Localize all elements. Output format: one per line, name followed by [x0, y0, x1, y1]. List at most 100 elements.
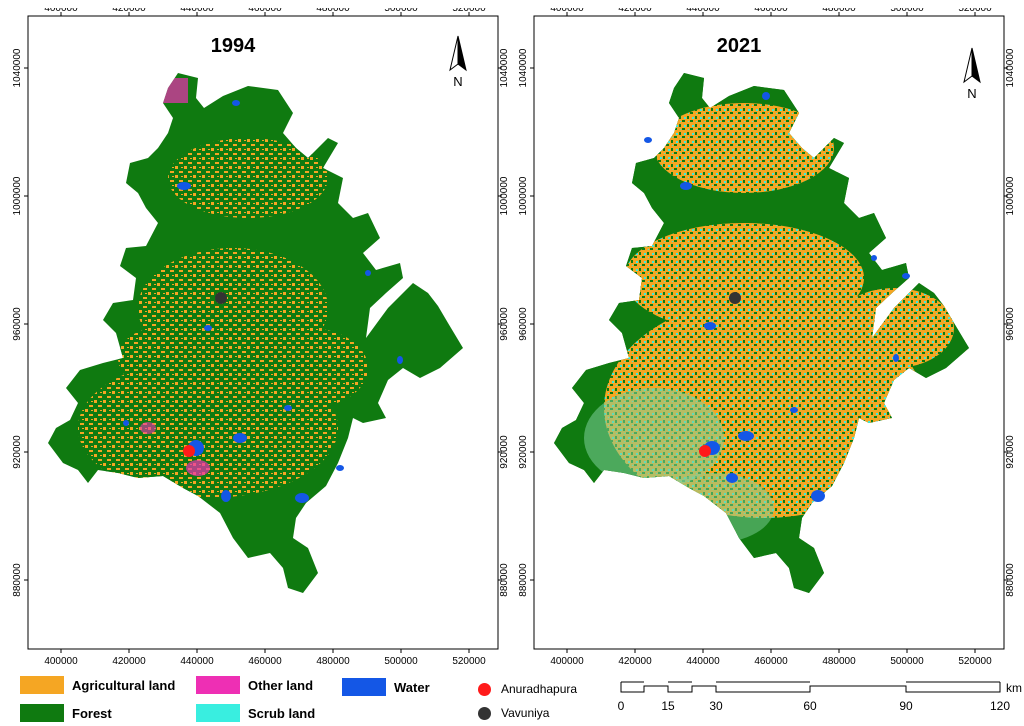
x-tick-label: 420000 — [618, 8, 652, 14]
y-tick-label: 920000 — [1005, 435, 1016, 469]
x-tick-label: 520000 — [958, 8, 992, 14]
y-tick-label: 960000 — [1005, 307, 1016, 341]
y-tick-label: 880000 — [499, 563, 508, 597]
legend-swatch — [20, 704, 64, 722]
map-panel-1994: 400000 420000 440000 460000 480000 50000… — [8, 8, 508, 666]
land-use-map — [48, 73, 463, 593]
x-tick-label: 460000 — [248, 656, 282, 666]
x-tick-label: 400000 — [44, 8, 78, 14]
x-tick-label: 480000 — [316, 8, 350, 14]
x-tick-label: 420000 — [112, 656, 146, 666]
scale-label: 30 — [709, 699, 723, 713]
legend-label: Scrub land — [248, 705, 316, 721]
y-ticks-left: 1040000 1000000 960000 920000 880000 — [518, 48, 534, 597]
x-tick-label: 500000 — [384, 8, 418, 14]
x-ticks-top: 400000 420000 440000 460000 480000 50000… — [550, 8, 992, 16]
x-tick-label: 440000 — [180, 8, 214, 14]
legend-swatch — [196, 704, 240, 722]
x-tick-label: 480000 — [316, 656, 350, 666]
x-tick-label: 520000 — [452, 656, 486, 666]
x-tick-label: 460000 — [754, 656, 788, 666]
legend-swatch — [20, 676, 64, 694]
vavuniya-marker — [729, 292, 741, 304]
x-tick-label: 520000 — [452, 8, 486, 14]
scale-label: 90 — [899, 699, 913, 713]
scale-label: 60 — [803, 699, 817, 713]
map-2021: 400000 420000 440000 460000 480000 50000… — [518, 8, 1016, 666]
legend-label: Water — [394, 679, 430, 695]
y-tick-label: 1000000 — [499, 176, 508, 215]
y-tick-label: 1000000 — [1005, 176, 1016, 215]
x-tick-label: 420000 — [112, 8, 146, 14]
legend-swatch — [196, 676, 240, 694]
north-label: N — [453, 74, 462, 89]
x-tick-label: 500000 — [384, 656, 418, 666]
scale-label: 120 — [990, 699, 1010, 713]
y-tick-label: 1040000 — [499, 48, 508, 87]
x-tick-label: 440000 — [686, 656, 720, 666]
x-tick-label: 440000 — [686, 8, 720, 14]
y-tick-label: 1000000 — [518, 176, 529, 215]
y-tick-label: 920000 — [12, 435, 23, 469]
vavuniya-marker — [215, 292, 227, 304]
y-tick-label: 880000 — [518, 563, 529, 597]
x-ticks-bottom: 400000 420000 440000 460000 480000 50000… — [44, 649, 486, 666]
y-ticks-right: 1040000 1000000 960000 920000 880000 — [1004, 48, 1016, 597]
x-tick-label: 440000 — [180, 656, 214, 666]
x-tick-label: 500000 — [890, 8, 924, 14]
map-title: 1994 — [211, 35, 256, 57]
y-tick-label: 1040000 — [1005, 48, 1016, 87]
legend-item-scrub-land: Scrub land — [196, 704, 315, 722]
y-tick-label: 960000 — [518, 307, 529, 341]
y-tick-label: 1040000 — [12, 48, 23, 87]
scale-bar: 0 15 30 60 90 120 km — [618, 681, 1022, 713]
x-tick-label: 420000 — [618, 656, 652, 666]
legend-point-anuradhapura: Anuradhapura — [478, 682, 577, 696]
legend-item-forest: Forest — [20, 704, 112, 722]
legend-swatch — [342, 678, 386, 696]
north-label: N — [967, 86, 976, 101]
y-ticks-left: 1040000 1000000 960000 920000 880000 — [12, 48, 28, 597]
legend-label: Anuradhapura — [501, 682, 578, 696]
legend-label: Other land — [248, 677, 314, 693]
y-tick-label: 920000 — [518, 435, 529, 469]
x-tick-label: 520000 — [958, 656, 992, 666]
y-tick-label: 920000 — [499, 435, 508, 469]
y-tick-label: 1040000 — [518, 48, 529, 87]
y-tick-label: 880000 — [1005, 563, 1016, 597]
x-tick-label: 480000 — [822, 8, 856, 14]
map-1994: 400000 420000 440000 460000 480000 50000… — [12, 8, 508, 666]
map-panel-2021: 400000 420000 440000 460000 480000 50000… — [514, 8, 1024, 666]
scale-label: 15 — [661, 699, 675, 713]
x-tick-label: 480000 — [822, 656, 856, 666]
legend-label: Agricultural land — [72, 677, 176, 693]
x-ticks-top: 400000 420000 440000 460000 480000 50000… — [44, 8, 486, 16]
x-tick-label: 400000 — [44, 656, 78, 666]
north-arrow-icon: N — [449, 35, 467, 89]
legend: Agricultural land Forest Other land Scru… — [0, 670, 1024, 726]
y-tick-label: 1000000 — [12, 176, 23, 215]
legend-item-water: Water — [342, 678, 430, 696]
legend-label: Forest — [72, 705, 112, 721]
y-tick-label: 960000 — [12, 307, 23, 341]
x-ticks-bottom: 400000 420000 440000 460000 480000 50000… — [550, 649, 992, 666]
x-tick-label: 500000 — [890, 656, 924, 666]
x-tick-label: 460000 — [754, 8, 788, 14]
legend-dot — [478, 682, 491, 696]
scale-unit: km — [1006, 681, 1022, 695]
legend-item-other-land: Other land — [196, 676, 313, 694]
scale-label: 0 — [618, 699, 625, 713]
anuradhapura-marker — [183, 445, 195, 457]
x-tick-label: 400000 — [550, 656, 584, 666]
y-ticks-right: 1040000 1000000 960000 920000 880000 — [498, 48, 508, 597]
x-tick-label: 400000 — [550, 8, 584, 14]
north-arrow-icon: N — [963, 47, 981, 101]
land-use-map — [554, 73, 969, 593]
y-tick-label: 960000 — [499, 307, 508, 341]
legend-dot — [478, 706, 491, 720]
legend-point-vavuniya: Vavuniya — [478, 706, 549, 720]
y-tick-label: 880000 — [12, 563, 23, 597]
map-title: 2021 — [717, 35, 762, 57]
anuradhapura-marker — [699, 445, 711, 457]
legend-label: Vavuniya — [501, 706, 550, 720]
